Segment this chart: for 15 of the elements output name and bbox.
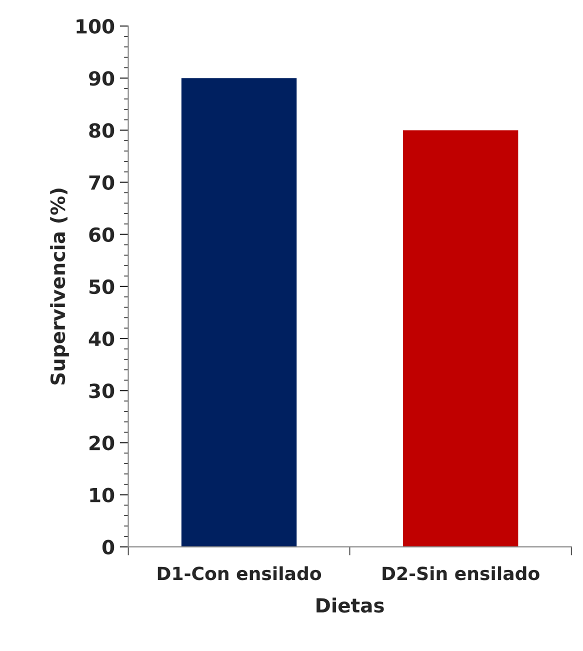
y-tick-label: 10	[90, 488, 114, 502]
x-tick-label: D1-Con ensilado	[158, 566, 322, 580]
y-tick-label: 0	[102, 540, 114, 555]
y-tick-label: 100	[76, 18, 114, 34]
x-axis-title: Dietas	[316, 598, 384, 613]
y-tick-label: 70	[89, 175, 114, 190]
y-tick-label: 40	[88, 331, 114, 346]
y-tick-label: 30	[89, 384, 114, 398]
y-axis-title: Supervivencia (%)	[50, 188, 69, 385]
y-tick-label: 50	[90, 279, 114, 294]
y-tick-label: 90	[89, 71, 114, 86]
y-tick-label: 60	[89, 227, 114, 242]
y-tick-label: 20	[90, 436, 114, 450]
y-tick-label: 80	[89, 123, 114, 138]
x-tick-label: D2-Sin ensilado	[382, 566, 540, 580]
